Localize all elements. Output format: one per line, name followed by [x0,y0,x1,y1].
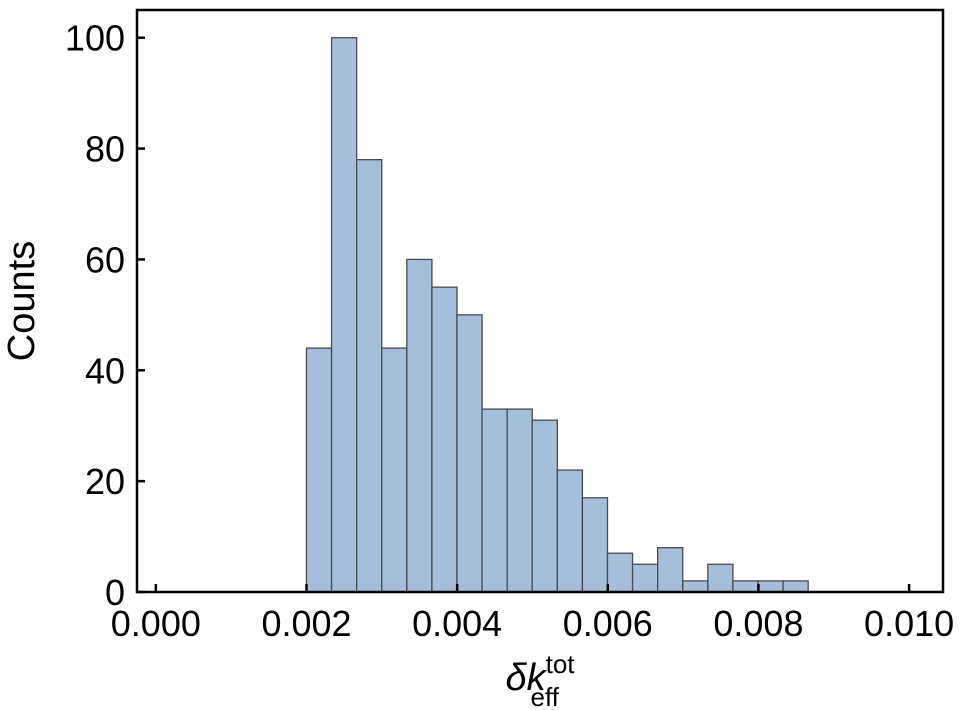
histogram-bar [657,547,684,593]
histogram-bar [757,580,784,593]
histogram-bar [481,408,508,593]
histogram-bar [406,258,433,593]
x-tick-label: 0.002 [261,603,351,644]
histogram-bar [707,563,734,593]
histogram-bar [330,37,358,593]
histogram-bar [456,314,483,593]
x-tick-label: 0.000 [111,603,201,644]
histogram-bar [305,347,333,593]
y-axis-ticks: 0 20 40 60 80 100 [65,18,145,613]
x-axis-ticks: 0.000 0.002 0.004 0.006 0.008 0.010 [111,584,954,644]
histogram-bar [356,159,383,593]
y-tick-label: 40 [85,350,125,391]
x-tick-label: 0.006 [563,603,653,644]
x-axis-label: δktot eff [505,649,575,710]
histogram-bar [581,497,609,593]
histogram-bar [381,347,408,593]
plot-frame [135,8,945,594]
x-tick-label: 0.008 [713,603,803,644]
x-axis-label-sub: eff [531,682,560,710]
y-axis-label: Counts [1,241,43,361]
y-tick-label: 20 [85,461,125,502]
y-tick-label: 0 [105,572,125,613]
histogram-bar [631,563,659,593]
histogram-bar [606,552,634,593]
x-tick-label: 0.010 [864,603,954,644]
histogram-bar [431,286,458,593]
y-tick-label: 80 [85,129,125,170]
histogram-bar [732,580,759,593]
y-tick-label: 100 [65,18,125,59]
histogram-bar [556,469,584,593]
x-axis-label-base: δk [505,657,547,699]
x-axis-label-sup: tot [546,649,576,679]
histogram-bar [531,419,558,593]
histogram-bar [782,580,809,593]
histogram-bar [682,580,709,593]
x-tick-label: 0.004 [412,603,502,644]
histogram-bar [506,408,533,593]
y-tick-label: 60 [85,239,125,280]
bars-group [305,37,809,593]
